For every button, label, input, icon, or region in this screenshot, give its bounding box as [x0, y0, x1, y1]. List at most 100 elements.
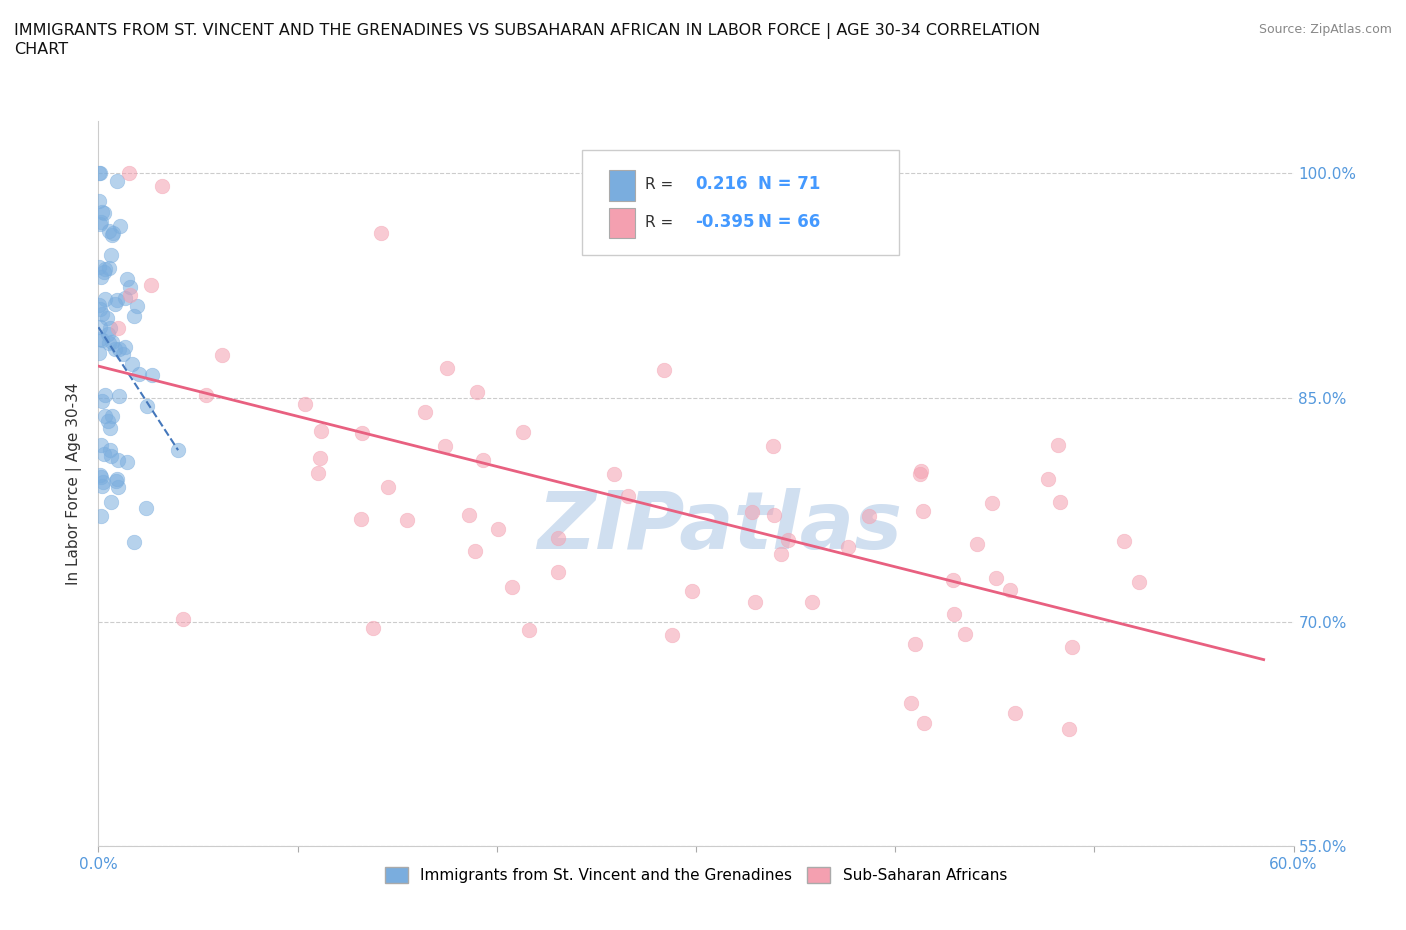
Point: [93, 446, 115, 461]
Point: [89, 259, 111, 274]
Point: [105, 472, 128, 486]
Point: [90, 307, 112, 322]
Point: [141, 368, 163, 383]
Point: [172, 611, 194, 626]
Point: [294, 397, 316, 412]
Point: [89, 467, 111, 482]
Point: [105, 174, 128, 189]
Point: [94, 261, 117, 276]
Point: [107, 479, 129, 494]
Point: [89, 166, 111, 180]
Point: [122, 535, 145, 550]
Point: [744, 594, 766, 609]
Point: [912, 504, 935, 519]
Point: [107, 341, 129, 356]
Point: [910, 463, 932, 478]
Point: [141, 277, 163, 292]
Text: N = 66: N = 66: [758, 214, 820, 232]
Point: [104, 342, 127, 357]
Point: [101, 228, 124, 243]
FancyBboxPatch shape: [582, 150, 900, 255]
Point: [682, 584, 704, 599]
Point: [93, 265, 115, 280]
Point: [90, 332, 112, 347]
Point: [603, 467, 626, 482]
Point: [458, 508, 481, 523]
Point: [120, 280, 142, 295]
Text: Source: ZipAtlas.com: Source: ZipAtlas.com: [1258, 23, 1392, 36]
Point: [93, 206, 115, 220]
Point: [436, 360, 458, 375]
Point: [114, 339, 136, 354]
Point: [98, 443, 121, 458]
Point: [101, 409, 124, 424]
Point: [942, 606, 965, 621]
Point: [762, 508, 785, 523]
Point: [512, 425, 534, 440]
Point: [127, 299, 149, 313]
Point: [472, 452, 495, 467]
Point: [90, 215, 112, 230]
Point: [90, 509, 112, 524]
Point: [1128, 575, 1150, 590]
Point: [121, 357, 143, 372]
Point: [98, 336, 121, 351]
Point: [122, 309, 145, 324]
Point: [194, 388, 217, 403]
Point: [363, 620, 385, 635]
Point: [912, 715, 935, 730]
Point: [465, 384, 488, 399]
Point: [617, 488, 640, 503]
Point: [89, 332, 111, 347]
Point: [136, 399, 159, 414]
Point: [105, 292, 128, 307]
Point: [741, 504, 763, 519]
Point: [97, 413, 120, 428]
Point: [107, 321, 129, 336]
Point: [167, 443, 190, 458]
Point: [114, 290, 136, 305]
Point: [89, 345, 111, 360]
Point: [211, 348, 233, 363]
Point: [111, 346, 134, 361]
Text: -0.395: -0.395: [695, 214, 754, 232]
Point: [96, 311, 118, 325]
Point: [98, 420, 121, 435]
Point: [115, 455, 138, 470]
Point: [370, 225, 392, 240]
Point: [661, 628, 683, 643]
Point: [128, 367, 150, 382]
Point: [395, 512, 418, 527]
Point: [1114, 533, 1136, 548]
Point: [97, 326, 120, 341]
Point: [105, 473, 128, 488]
Point: [150, 179, 173, 193]
Point: [98, 223, 121, 238]
Point: [770, 547, 793, 562]
Point: [966, 537, 988, 551]
Point: [89, 217, 111, 232]
Point: [118, 287, 141, 302]
Point: [89, 320, 111, 335]
Point: [89, 301, 111, 316]
Point: [547, 565, 569, 579]
Point: [90, 393, 112, 408]
Point: [89, 166, 111, 180]
Point: [90, 470, 112, 485]
Point: [118, 166, 141, 180]
Point: [904, 636, 927, 651]
Point: [501, 579, 523, 594]
Point: [1004, 706, 1026, 721]
Point: [94, 388, 117, 403]
Point: [908, 467, 931, 482]
Point: [434, 438, 457, 453]
Point: [517, 622, 540, 637]
Point: [307, 465, 329, 480]
Point: [800, 594, 823, 609]
Point: [100, 248, 122, 263]
Legend: Immigrants from St. Vincent and the Grenadines, Sub-Saharan Africans: Immigrants from St. Vincent and the Gren…: [378, 861, 1014, 889]
Point: [93, 409, 115, 424]
Text: IMMIGRANTS FROM ST. VINCENT AND THE GRENADINES VS SUBSAHARAN AFRICAN IN LABOR FO: IMMIGRANTS FROM ST. VINCENT AND THE GREN…: [14, 23, 1040, 57]
Point: [103, 297, 125, 312]
Point: [94, 292, 117, 307]
